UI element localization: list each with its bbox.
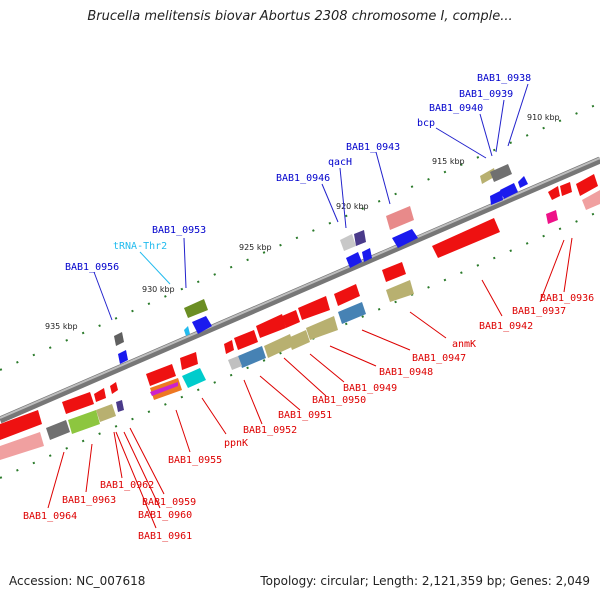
trna-leader-line [139, 251, 171, 285]
gene-label-bab1-0956[interactable]: BAB1_0956 [65, 262, 119, 273]
gene-arrow [282, 310, 300, 328]
gene-label-bab1-0953[interactable]: BAB1_0953 [152, 225, 206, 236]
gene-label-bab1-0942[interactable]: BAB1_0942 [479, 321, 533, 332]
gene-arrow [490, 190, 503, 205]
gene-block [264, 334, 294, 358]
gene-arrow [518, 176, 528, 188]
gene-block [340, 234, 356, 251]
forward-leader-lines [93, 83, 529, 321]
gene-block [338, 302, 366, 324]
map-title: Brucella melitensis biovar Abortus 2308 … [87, 9, 513, 24]
gene-label-bab1-0955[interactable]: BAB1_0955 [168, 455, 222, 466]
gene-block [582, 190, 600, 210]
gene-arrow [298, 296, 330, 320]
kbp-ticks: 910 kbp 915 kbp 920 kbp 925 kbp 930 kbp … [45, 113, 560, 331]
gene-label-qach[interactable]: qacH [328, 157, 352, 168]
gene-arrow [548, 186, 560, 200]
trna-arrow [184, 326, 190, 336]
gene-label-bab1-0946[interactable]: BAB1_0946 [276, 173, 330, 184]
tick-label-910: 910 kbp [527, 113, 560, 122]
accession-text: Accession: NC_007618 [9, 574, 146, 588]
gene-block [116, 400, 124, 412]
gene-arrow [224, 340, 234, 354]
gene-arrow [146, 364, 176, 386]
gene-arrow [382, 262, 406, 282]
forward-labels: BAB1_0938 BAB1_0939 BAB1_0940 bcp BAB1_0… [65, 73, 531, 273]
gene-block [0, 432, 44, 460]
gene-label-bab1-0962[interactable]: BAB1_0962 [100, 480, 154, 491]
tick-label-930: 930 kbp [142, 285, 175, 294]
gene-block [386, 206, 414, 230]
gene-label-bcp[interactable]: bcp [417, 118, 435, 129]
gene-label-anmk[interactable]: anmK [452, 339, 476, 350]
gene-block [182, 368, 206, 388]
gene-arrow [256, 314, 286, 338]
gene-block [306, 316, 338, 340]
gene-block [490, 164, 512, 182]
gene-arrow [362, 248, 372, 262]
gene-block [354, 230, 366, 246]
gene-block [386, 280, 414, 302]
gene-label-bab1-0963[interactable]: BAB1_0963 [62, 495, 116, 506]
gene-label-bab1-0943[interactable]: BAB1_0943 [346, 142, 400, 153]
gene-label-trna-thr2[interactable]: tRNA-Thr2 [113, 241, 167, 252]
forward-genes [114, 164, 528, 364]
gene-arrow [118, 350, 128, 364]
gene-label-bab1-0937[interactable]: BAB1_0937 [512, 306, 566, 317]
gene-block [238, 346, 266, 368]
gene-label-bab1-0949[interactable]: BAB1_0949 [343, 383, 397, 394]
gene-block [96, 404, 116, 422]
gene-arrow [334, 284, 360, 306]
gene-label-bab1-0959[interactable]: BAB1_0959 [142, 497, 196, 508]
gene-label-bab1-0947[interactable]: BAB1_0947 [412, 353, 466, 364]
gene-arrow [94, 388, 106, 402]
outer-dot-track [0, 102, 600, 371]
gene-label-bab1-0960[interactable]: BAB1_0960 [138, 510, 192, 521]
gene-label-bab1-0939[interactable]: BAB1_0939 [459, 89, 513, 100]
gene-label-ppnk[interactable]: ppnK [224, 438, 248, 449]
reverse-leader-lines [47, 237, 573, 529]
gene-label-bab1-0961[interactable]: BAB1_0961 [138, 531, 192, 542]
gene-label-bab1-0940[interactable]: BAB1_0940 [429, 103, 483, 114]
gene-arrow [432, 218, 500, 258]
genome-summary-text: Topology: circular; Length: 2,121,359 bp… [260, 574, 590, 588]
inner-dot-track [0, 210, 600, 479]
gene-label-bab1-0952[interactable]: BAB1_0952 [243, 425, 297, 436]
gene-arrow [0, 410, 42, 440]
gene-label-bab1-0964[interactable]: BAB1_0964 [23, 511, 77, 522]
gene-block [546, 210, 558, 224]
gene-arrow [180, 352, 198, 370]
gene-arrow [560, 182, 572, 196]
gene-arrow [346, 252, 362, 268]
gene-arrow [62, 392, 94, 414]
gene-block [184, 299, 208, 318]
reverse-genes [0, 174, 600, 460]
gene-label-bab1-0936[interactable]: BAB1_0936 [540, 293, 594, 304]
gene-arrow [110, 382, 118, 394]
chromosome-backbone [0, 156, 600, 424]
gene-arrow [234, 330, 258, 350]
gene-arrow [500, 183, 518, 199]
tick-label-920: 920 kbp [336, 202, 369, 211]
gene-label-bab1-0938[interactable]: BAB1_0938 [477, 73, 531, 84]
gene-label-bab1-0948[interactable]: BAB1_0948 [379, 367, 433, 378]
gene-label-bab1-0951[interactable]: BAB1_0951 [278, 410, 332, 421]
gene-label-bab1-0950[interactable]: BAB1_0950 [312, 395, 366, 406]
gene-block [46, 420, 70, 440]
reverse-labels: BAB1_0936 BAB1_0937 BAB1_0942 anmK BAB1_… [23, 293, 594, 542]
tick-label-935: 935 kbp [45, 322, 78, 331]
gene-block [114, 332, 124, 346]
tick-label-915: 915 kbp [432, 157, 465, 166]
gene-arrow [192, 316, 212, 334]
gene-block [228, 356, 242, 370]
gene-block [68, 410, 100, 434]
tick-label-925: 925 kbp [239, 243, 272, 252]
gene-arrow [576, 174, 598, 196]
gene-arrow [392, 229, 418, 248]
